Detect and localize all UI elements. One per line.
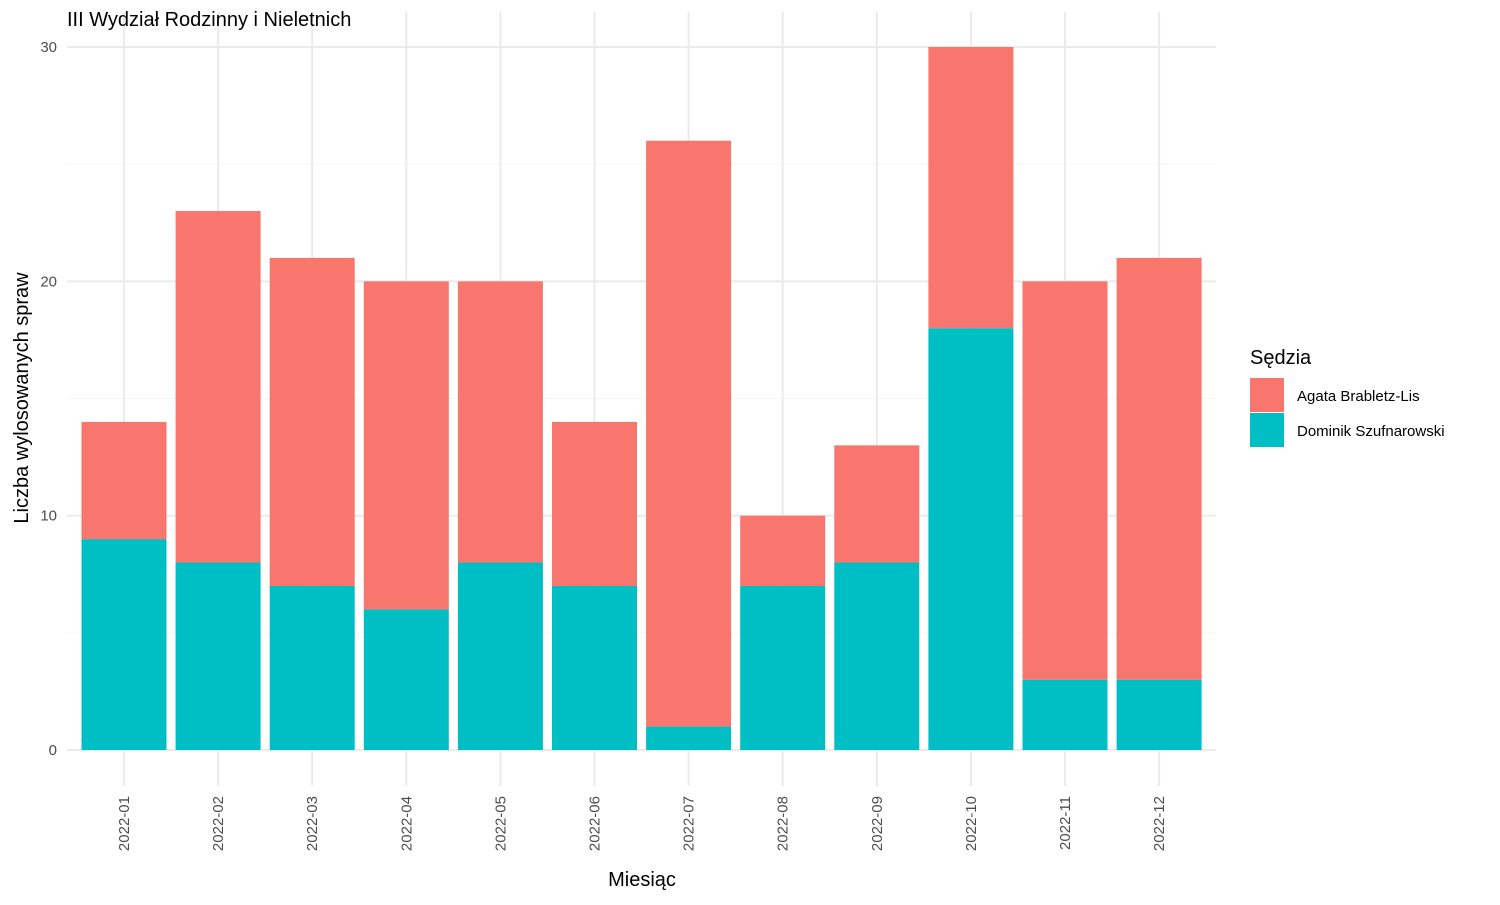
bar-segment bbox=[740, 585, 826, 750]
y-axis-title: Liczba wylosowanych spraw bbox=[11, 272, 33, 524]
x-tick-label: 2022-02 bbox=[210, 796, 227, 851]
bar-segment bbox=[834, 562, 920, 750]
bar-segment bbox=[552, 421, 637, 586]
bar-segment bbox=[269, 257, 355, 586]
bar-segment bbox=[740, 515, 826, 586]
x-tick-label: 2022-08 bbox=[775, 796, 792, 851]
legend-label: Agata Brabletz-Lis bbox=[1297, 388, 1420, 405]
x-tick-label: 2022-05 bbox=[492, 796, 509, 851]
bar-segment bbox=[175, 562, 261, 750]
x-tick-label: 2022-09 bbox=[869, 796, 886, 851]
x-tick-label: 2022-11 bbox=[1057, 796, 1074, 850]
y-axis-ticks: 0 10 20 30 bbox=[40, 39, 57, 759]
legend: Sędzia Agata Brabletz-Lis Dominik Szufnar… bbox=[1250, 347, 1445, 447]
x-tick-label: 2022-06 bbox=[587, 796, 604, 851]
x-tick-label: 2022-10 bbox=[963, 796, 980, 851]
bar-segment bbox=[457, 562, 543, 750]
bar-segment bbox=[646, 726, 732, 750]
chart-title: III Wydział Rodzinny i Nieletnich bbox=[67, 9, 351, 31]
legend-items: Agata Brabletz-Lis Dominik Szufnarowski bbox=[1250, 378, 1445, 447]
x-tick-label: 2022-01 bbox=[116, 796, 133, 851]
bar-segment bbox=[363, 609, 449, 750]
bar-segment bbox=[81, 539, 167, 750]
bar-segment bbox=[175, 211, 261, 563]
bar-segment bbox=[928, 47, 1014, 329]
y-tick-label: 30 bbox=[40, 39, 57, 56]
x-axis-ticks: 2022-01 2022-02 2022-03 2022-04 2022-05 2022-… bbox=[116, 796, 1168, 851]
bar-segment bbox=[1116, 257, 1202, 680]
bar-segment bbox=[1116, 679, 1202, 750]
bar-segment bbox=[457, 281, 543, 563]
bar-segment bbox=[834, 445, 920, 563]
x-tick-label: 2022-07 bbox=[681, 796, 698, 851]
bar-segment bbox=[1022, 679, 1108, 750]
x-tick-label: 2022-03 bbox=[304, 796, 321, 851]
y-tick-label: 10 bbox=[40, 508, 57, 525]
legend-label: Dominik Szufnarowski bbox=[1297, 423, 1445, 440]
legend-swatch bbox=[1250, 378, 1284, 412]
x-tick-label: 2022-04 bbox=[398, 796, 415, 851]
bar-segment bbox=[552, 585, 637, 750]
legend-swatch bbox=[1250, 413, 1284, 447]
bar-segment bbox=[269, 585, 355, 750]
y-tick-label: 0 bbox=[49, 742, 57, 759]
bars bbox=[81, 47, 1202, 750]
bar-segment bbox=[363, 281, 449, 610]
bar-segment bbox=[928, 328, 1014, 750]
x-tick-label: 2022-12 bbox=[1151, 796, 1168, 851]
bar-segment bbox=[1022, 281, 1108, 680]
y-tick-label: 20 bbox=[40, 273, 57, 290]
x-axis-title: Miesiąc bbox=[608, 869, 676, 891]
bar-segment bbox=[81, 421, 167, 540]
bar-segment bbox=[646, 140, 732, 727]
legend-title: Sędzia bbox=[1250, 347, 1312, 369]
